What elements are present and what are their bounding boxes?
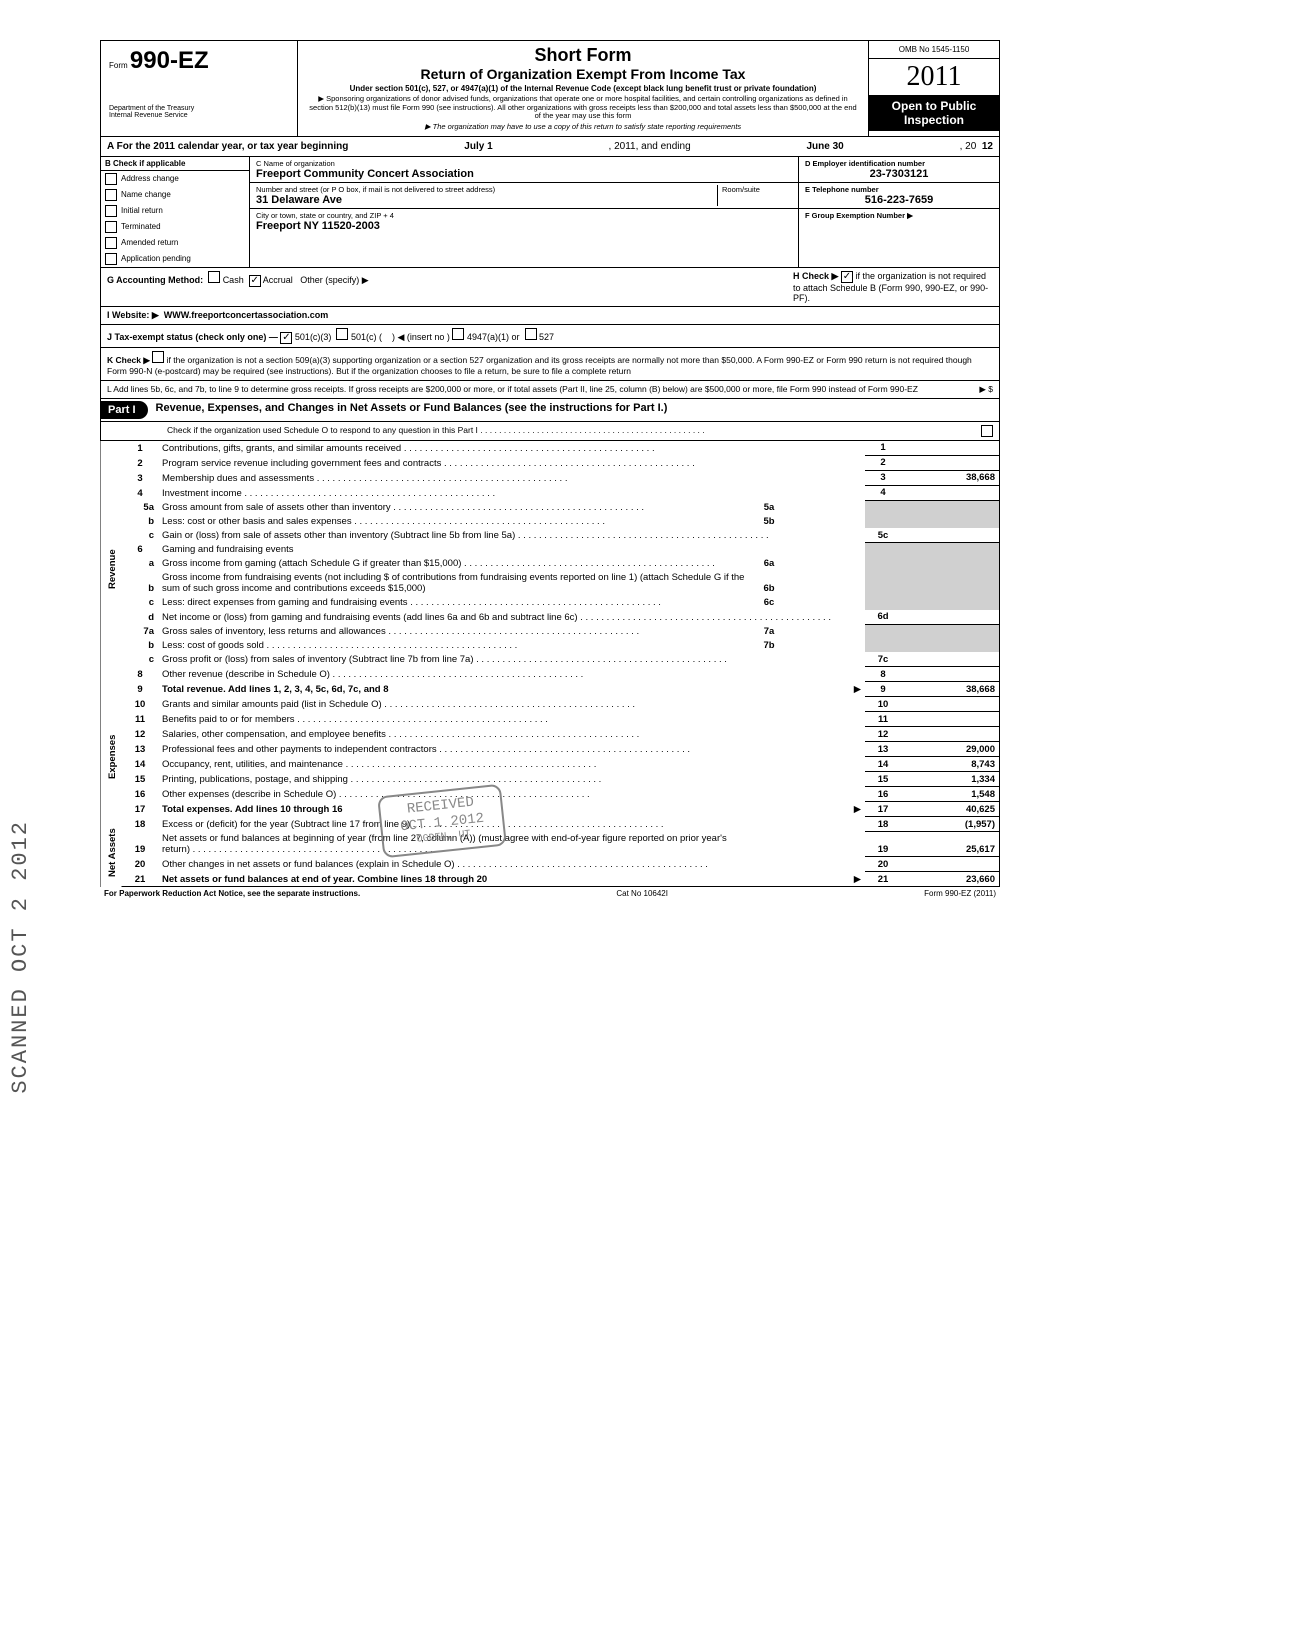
chk-cash[interactable] <box>208 271 220 283</box>
org-city: Freeport NY 11520-2003 <box>256 220 792 232</box>
chk-initial-return[interactable]: Initial return <box>101 203 249 219</box>
label-address: Number and street (or P O box, if mail i… <box>256 185 717 194</box>
chk-accrual[interactable] <box>249 275 261 287</box>
row-l: L Add lines 5b, 6c, and 7b, to line 9 to… <box>100 381 1000 399</box>
chk-527[interactable] <box>525 328 537 340</box>
block-bcdef: B Check if applicable Address change Nam… <box>100 156 1000 268</box>
label-city: City or town, state or country, and ZIP … <box>256 211 792 220</box>
chk-k[interactable] <box>152 351 164 363</box>
chk-name-change[interactable]: Name change <box>101 187 249 203</box>
open-to-public: Open to Public Inspection <box>869 95 999 131</box>
part-1-tag: Part I <box>100 401 148 419</box>
label-org-name: C Name of organization <box>256 159 792 168</box>
chk-address-change[interactable]: Address change <box>101 171 249 187</box>
form-header: Form 990-EZ Department of the Treasury I… <box>100 40 1000 136</box>
chk-501c[interactable] <box>336 328 348 340</box>
section-revenue: Revenue <box>101 441 123 697</box>
header-note-1: ▶ Sponsoring organizations of donor advi… <box>306 95 860 121</box>
omb-number: OMB No 1545-1150 <box>869 41 999 59</box>
lines-table: Revenue 1Contributions, gifts, grants, a… <box>100 441 1000 888</box>
col-d-ein-phone: D Employer identification number 23-7303… <box>798 157 999 267</box>
part-1-header: Part I Revenue, Expenses, and Changes in… <box>100 399 1000 422</box>
label-ein: D Employer identification number <box>805 159 993 168</box>
row-g-accounting: G Accounting Method: Cash Accrual Other … <box>100 268 1000 307</box>
label-room: Room/suite <box>722 185 792 194</box>
row-k: K Check ▶ if the organization is not a s… <box>100 348 1000 381</box>
label-phone: E Telephone number <box>805 185 993 194</box>
row-a-tax-year: A For the 2011 calendar year, or tax yea… <box>100 136 1000 156</box>
page-footer: For Paperwork Reduction Act Notice, see … <box>100 887 1000 900</box>
form-page: Form 990-EZ Department of the Treasury I… <box>100 40 1000 900</box>
phone: 516-223-7659 <box>805 194 993 206</box>
row-j-tax-status: J Tax-exempt status (check only one) — 5… <box>100 325 1000 348</box>
dept-treasury: Department of the Treasury Internal Reve… <box>109 105 289 119</box>
title-return: Return of Organization Exempt From Incom… <box>306 66 860 82</box>
label-group-exemption: F Group Exemption Number ▶ <box>805 211 993 220</box>
org-address: 31 Delaware Ave <box>256 194 717 206</box>
row-i-website: I Website: ▶ WWW.freeportconcertassociat… <box>100 307 1000 325</box>
chk-pending[interactable]: Application pending <box>101 251 249 267</box>
form-number: Form 990-EZ <box>109 47 289 75</box>
col-c-org-info: C Name of organization Freeport Communit… <box>250 157 798 267</box>
part-1-title: Revenue, Expenses, and Changes in Net As… <box>148 399 676 421</box>
scanned-stamp: SCANNED OCT 2 2012 <box>8 820 33 1094</box>
subtitle: Under section 501(c), 527, or 4947(a)(1)… <box>306 84 860 93</box>
chk-4947[interactable] <box>452 328 464 340</box>
ein: 23-7303121 <box>805 168 993 180</box>
title-short-form: Short Form <box>306 45 860 66</box>
section-net-assets: Net Assets <box>101 817 123 887</box>
org-name: Freeport Community Concert Association <box>256 168 792 180</box>
header-note-2: ▶ The organization may have to use a cop… <box>306 123 860 132</box>
tax-year: 20201111 <box>869 59 999 95</box>
chk-amended[interactable]: Amended return <box>101 235 249 251</box>
col-b-checkboxes: B Check if applicable Address change Nam… <box>101 157 250 267</box>
chk-schedule-b[interactable] <box>841 271 853 283</box>
chk-terminated[interactable]: Terminated <box>101 219 249 235</box>
part-1-check: Check if the organization used Schedule … <box>100 422 1000 441</box>
chk-schedule-o[interactable] <box>981 425 993 437</box>
section-expenses: Expenses <box>101 697 123 817</box>
chk-501c3[interactable] <box>280 332 292 344</box>
